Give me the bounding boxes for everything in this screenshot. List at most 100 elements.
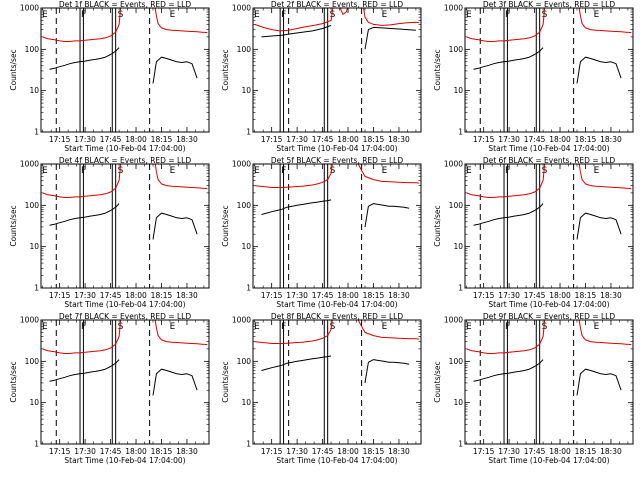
interval-annotation: S [330, 10, 336, 20]
x-axis-label: Start Time (10-Feb-04 17:04:00) [488, 144, 609, 153]
y-tick-label: 100 [25, 45, 40, 54]
panel-title: Det 9f BLACK = Events, RED = LLD [483, 312, 616, 321]
panel-title: Det 2f BLACK = Events, RED = LLD [271, 0, 404, 9]
lld-line-segment-2 [357, 164, 420, 184]
lld-line-segment-2 [578, 320, 632, 345]
interval-annotation: E [254, 10, 260, 20]
y-tick-label: 1000 [232, 4, 251, 13]
interval-annotation: F [281, 10, 286, 20]
x-tick-label: 17:30 [74, 135, 96, 144]
events-line-segment-1 [261, 24, 332, 38]
detector-panel-2: Det 2f BLACK = Events, RED = LLD 1 10 100 10… [221, 0, 422, 153]
interval-annotation: F [81, 166, 86, 176]
interval-annotation: E [466, 166, 472, 176]
lld-line-segment-1 [466, 164, 546, 198]
y-tick-label: 1 [458, 284, 463, 293]
interval-annotation: E [466, 322, 472, 332]
y-axis-label: Counts/sec [9, 49, 18, 90]
x-axis-label: Start Time (10-Feb-04 17:04:00) [276, 144, 397, 153]
y-tick-label: 1000 [232, 316, 251, 325]
interval-annotation: F [281, 322, 286, 332]
interval-annotation: S [118, 322, 124, 332]
x-tick-label: 18:15 [363, 291, 385, 300]
y-tick-label: 10 [29, 86, 39, 95]
x-tick-label: 17:45 [312, 135, 334, 144]
interval-annotation: E [382, 10, 388, 20]
series-layer [466, 164, 632, 240]
x-tick-label: 17:30 [74, 291, 96, 300]
plot-frame [252, 7, 422, 133]
x-tick-label: 17:30 [286, 447, 308, 456]
x-tick-label: 17:15 [261, 135, 283, 144]
y-tick-label: 1 [34, 128, 39, 137]
lld-line-segment-1 [254, 164, 333, 188]
y-axis-label: Counts/sec [433, 49, 442, 90]
x-tick-label: 18:15 [151, 291, 173, 300]
events-line-segment-1 [49, 47, 120, 70]
interval-annotation: E [42, 166, 48, 176]
y-tick-label: 1000 [444, 4, 463, 13]
detector-panel-3: Det 3f BLACK = Events, RED = LLD 1 10 100 10… [433, 0, 634, 153]
x-tick-label: 18:15 [363, 135, 385, 144]
plot-frame [252, 163, 422, 289]
y-tick-label: 100 [25, 357, 40, 366]
plot-frame [252, 319, 422, 445]
x-tick-label: 17:45 [524, 447, 546, 456]
x-tick-label: 18:00 [125, 135, 147, 144]
lld-line-segment-2 [578, 164, 632, 189]
y-axis-label: Counts/sec [9, 361, 18, 402]
interval-annotation: S [118, 10, 124, 20]
events-line-segment-1 [473, 359, 544, 382]
x-tick-label: 17:15 [473, 291, 495, 300]
y-tick-label: 10 [29, 242, 39, 251]
interval-annotation: E [254, 322, 260, 332]
interval-annotation: E [594, 10, 600, 20]
interval-annotation: E [42, 10, 48, 20]
detector-panel-1: Det 1f BLACK = Events, RED = LLD 1 10 100 10… [9, 0, 210, 153]
y-tick-label: 1000 [232, 160, 251, 169]
x-axis-label: Start Time (10-Feb-04 17:04:00) [488, 456, 609, 465]
x-axis-label: Start Time (10-Feb-04 17:04:00) [64, 144, 185, 153]
x-tick-label: 17:15 [261, 447, 283, 456]
x-axis-label: Start Time (10-Feb-04 17:04:00) [64, 456, 185, 465]
detector-panel-6: Det 6f BLACK = Events, RED = LLD 1 10 100 10… [433, 156, 634, 309]
events-line-segment-2 [364, 359, 410, 383]
y-axis-label: Counts/sec [9, 205, 18, 246]
interval-annotation: E [42, 322, 48, 332]
events-line-segment-1 [49, 203, 120, 226]
interval-annotation: E [170, 322, 176, 332]
interval-annotation: E [594, 322, 600, 332]
y-tick-label: 1000 [444, 160, 463, 169]
y-tick-label: 1 [458, 128, 463, 137]
interval-annotation: E [594, 166, 600, 176]
plot-frame [464, 319, 634, 445]
series-layer [254, 8, 420, 50]
x-tick-label: 17:15 [261, 291, 283, 300]
lld-line-segment-1 [466, 320, 546, 354]
y-axis-label: Counts/sec [433, 361, 442, 402]
interval-annotation: S [542, 322, 548, 332]
x-tick-label: 18:00 [549, 447, 571, 456]
detector-panel-4: Det 4f BLACK = Events, RED = LLD 1 10 100 10… [9, 156, 210, 309]
lld-line-segment-2 [363, 8, 420, 26]
interval-annotation: F [81, 322, 86, 332]
x-axis-label: Start Time (10-Feb-04 17:04:00) [488, 300, 609, 309]
y-tick-label: 100 [449, 45, 464, 54]
y-tick-label: 1 [246, 284, 251, 293]
x-tick-label: 18:00 [125, 447, 147, 456]
x-axis-label: Start Time (10-Feb-04 17:04:00) [276, 300, 397, 309]
x-tick-label: 17:30 [498, 447, 520, 456]
lld-line-segment-2 [154, 8, 208, 33]
interval-annotation: E [382, 166, 388, 176]
x-tick-label: 18:15 [575, 447, 597, 456]
interval-annotation: E [254, 166, 260, 176]
y-tick-label: 10 [453, 242, 463, 251]
x-tick-label: 17:15 [473, 447, 495, 456]
x-tick-label: 17:15 [49, 447, 71, 456]
interval-annotation: F [81, 10, 86, 20]
plot-frame [40, 319, 210, 445]
x-tick-label: 18:30 [600, 447, 622, 456]
y-axis-label: Counts/sec [221, 205, 230, 246]
y-tick-label: 100 [237, 357, 252, 366]
